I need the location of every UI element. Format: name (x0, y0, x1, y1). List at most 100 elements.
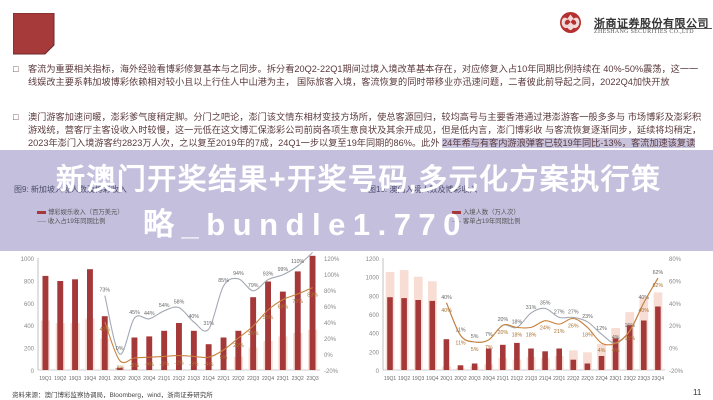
svg-text:83%: 83% (307, 293, 318, 299)
svg-text:-5%: -5% (130, 363, 140, 369)
svg-text:40%: 40% (441, 308, 452, 314)
svg-text:800: 800 (24, 279, 35, 285)
svg-text:94%: 94% (233, 271, 244, 277)
svg-text:21Q4: 21Q4 (539, 376, 551, 382)
svg-text:200: 200 (24, 347, 35, 353)
svg-text:40%: 40% (188, 314, 199, 320)
svg-text:11%: 11% (455, 340, 465, 346)
svg-text:19Q2: 19Q2 (54, 376, 66, 382)
svg-text:20Q1: 20Q1 (99, 376, 111, 382)
svg-text:600: 600 (369, 313, 380, 319)
svg-text:40%: 40% (441, 295, 452, 301)
svg-text:23Q1: 23Q1 (277, 376, 289, 382)
svg-text:22Q2: 22Q2 (567, 376, 579, 382)
svg-text:31%: 31% (526, 305, 537, 311)
svg-text:-20%: -20% (324, 369, 339, 375)
svg-text:110%: 110% (291, 259, 304, 265)
svg-text:21Q3: 21Q3 (525, 376, 537, 382)
svg-text:99%: 99% (278, 267, 289, 273)
svg-text:20%: 20% (498, 330, 509, 336)
svg-text:127%: 127% (306, 250, 320, 251)
svg-text:62%: 62% (653, 283, 664, 289)
svg-text:0%: 0% (116, 346, 124, 352)
svg-text:23Q3: 23Q3 (306, 376, 318, 382)
svg-text:0%: 0% (324, 353, 333, 359)
svg-text:55%: 55% (263, 315, 274, 321)
svg-text:-4%: -4% (204, 362, 214, 368)
svg-text:45%: 45% (129, 310, 140, 316)
svg-text:22Q3: 22Q3 (581, 376, 593, 382)
svg-text:21%: 21% (554, 329, 565, 335)
svg-text:7%: 7% (485, 345, 493, 351)
svg-text:19Q2: 19Q2 (398, 376, 410, 382)
svg-text:18%: 18% (526, 332, 537, 338)
svg-text:18%: 18% (582, 332, 593, 338)
svg-text:5%: 5% (220, 355, 228, 361)
svg-text:68%: 68% (278, 305, 289, 311)
svg-text:-2%: -2% (174, 361, 184, 367)
svg-text:600: 600 (24, 302, 35, 308)
svg-text:73%: 73% (99, 288, 110, 294)
svg-text:19Q1: 19Q1 (384, 376, 396, 382)
svg-text:40%: 40% (638, 308, 649, 314)
svg-text:4%: 4% (612, 348, 620, 354)
svg-text:21Q4: 21Q4 (203, 376, 215, 382)
svg-text:1000: 1000 (21, 257, 35, 263)
svg-text:-20%: -20% (669, 369, 684, 375)
svg-text:5%: 5% (471, 334, 479, 340)
svg-text:20Q2: 20Q2 (454, 376, 466, 382)
svg-text:19Q3: 19Q3 (412, 376, 424, 382)
svg-text:21Q2: 21Q2 (173, 376, 185, 382)
svg-text:200: 200 (369, 350, 380, 356)
svg-text:-3%: -3% (159, 361, 169, 367)
svg-text:400: 400 (369, 332, 380, 338)
svg-text:21Q2: 21Q2 (511, 376, 523, 382)
svg-text:18%: 18% (512, 319, 523, 325)
svg-text:19Q3: 19Q3 (69, 376, 81, 382)
svg-text:80%: 80% (324, 289, 337, 295)
svg-text:23%: 23% (582, 314, 593, 320)
svg-text:19Q4: 19Q4 (426, 376, 438, 382)
svg-text:26%: 26% (568, 324, 579, 330)
svg-text:0: 0 (376, 369, 380, 375)
svg-text:800: 800 (369, 294, 380, 300)
svg-text:18%: 18% (512, 332, 523, 338)
svg-text:5%: 5% (471, 347, 479, 353)
svg-text:58%: 58% (174, 300, 185, 306)
svg-text:35%: 35% (540, 300, 551, 306)
svg-text:31%: 31% (203, 321, 214, 327)
svg-text:40%: 40% (669, 302, 682, 308)
svg-text:23Q2: 23Q2 (292, 376, 304, 382)
svg-text:22Q3: 22Q3 (247, 376, 259, 382)
svg-text:400: 400 (24, 324, 35, 330)
svg-text:62%: 62% (653, 270, 664, 276)
svg-text:24%: 24% (540, 326, 551, 332)
svg-text:93%: 93% (263, 272, 274, 278)
svg-text:20Q4: 20Q4 (483, 376, 495, 382)
svg-text:20Q4: 20Q4 (143, 376, 155, 382)
svg-text:0: 0 (31, 369, 35, 375)
svg-text:27%: 27% (554, 309, 565, 315)
svg-text:4%: 4% (612, 335, 620, 341)
svg-text:60%: 60% (669, 279, 682, 285)
svg-text:23Q3: 23Q3 (638, 376, 650, 382)
svg-text:79%: 79% (248, 283, 259, 289)
svg-text:20%: 20% (669, 324, 682, 330)
svg-text:-8%: -8% (115, 365, 125, 371)
svg-text:80%: 80% (669, 257, 682, 263)
svg-text:-3%: -3% (189, 361, 199, 367)
svg-text:60%: 60% (324, 305, 337, 311)
svg-text:40%: 40% (324, 321, 337, 327)
svg-text:54%: 54% (159, 303, 170, 309)
svg-text:12%: 12% (596, 326, 607, 332)
svg-text:21Q1: 21Q1 (497, 376, 509, 382)
svg-text:27%: 27% (568, 309, 579, 315)
svg-text:19Q1: 19Q1 (39, 376, 51, 382)
svg-text:44%: 44% (144, 311, 155, 317)
svg-text:35%: 35% (248, 331, 259, 337)
svg-text:22Q1: 22Q1 (553, 376, 565, 382)
svg-text:20%: 20% (498, 317, 509, 323)
svg-text:40%: 40% (99, 327, 110, 333)
svg-text:19Q4: 19Q4 (84, 376, 96, 382)
svg-text:20Q2: 20Q2 (113, 376, 125, 382)
